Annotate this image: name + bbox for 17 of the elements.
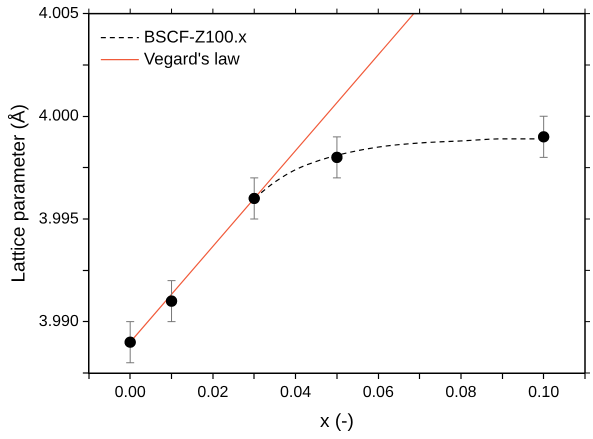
- x-tick-label: 0.08: [445, 384, 477, 402]
- x-tick-label: 0.10: [528, 384, 560, 402]
- legend-label: Vegard's law: [144, 49, 240, 68]
- point: [331, 152, 343, 163]
- point: [166, 296, 178, 307]
- y-tick-label: 4.005: [38, 5, 79, 22]
- x-axis-title: x (-): [320, 410, 354, 432]
- y-tick-label: 3.990: [38, 313, 79, 330]
- x-tick-label: 0.02: [197, 384, 229, 402]
- x-tick-label: 0.00: [114, 384, 146, 402]
- point: [538, 131, 550, 142]
- legend-label: BSCF-Z100.x: [144, 27, 248, 46]
- x-tick-label: 0.04: [280, 384, 312, 402]
- y-axis-title: Lattice parameter (Å): [8, 104, 30, 283]
- x-tick-label: 0.06: [362, 384, 394, 402]
- y-tick-label: 4.000: [38, 108, 79, 125]
- y-tick-label: 3.995: [38, 210, 79, 228]
